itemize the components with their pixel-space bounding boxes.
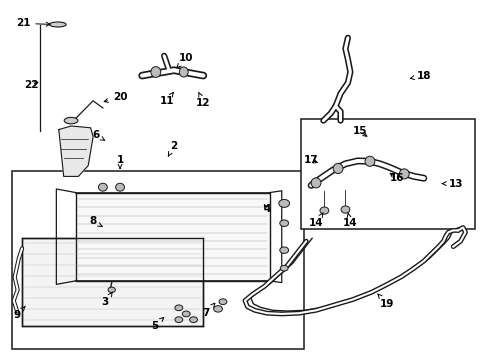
Ellipse shape <box>98 183 107 191</box>
Ellipse shape <box>182 311 190 317</box>
Text: 9: 9 <box>14 306 25 320</box>
Text: 1: 1 <box>117 155 123 168</box>
Ellipse shape <box>190 317 197 323</box>
Ellipse shape <box>64 117 78 124</box>
Ellipse shape <box>175 305 183 311</box>
Text: 22: 22 <box>24 80 39 90</box>
Ellipse shape <box>175 317 183 323</box>
Text: 3: 3 <box>102 292 112 307</box>
Text: 4: 4 <box>263 204 271 214</box>
Ellipse shape <box>179 67 188 77</box>
Ellipse shape <box>280 265 288 271</box>
Text: 18: 18 <box>411 71 431 81</box>
Text: 11: 11 <box>159 93 174 106</box>
Ellipse shape <box>280 247 289 253</box>
Ellipse shape <box>399 169 409 179</box>
Ellipse shape <box>214 306 222 312</box>
Ellipse shape <box>365 156 375 166</box>
Ellipse shape <box>320 207 329 214</box>
Text: 2: 2 <box>168 141 177 156</box>
Ellipse shape <box>341 206 350 213</box>
Bar <box>301 119 475 229</box>
Bar <box>76 193 270 281</box>
Text: 7: 7 <box>202 303 215 318</box>
Bar <box>12 171 304 349</box>
Text: 10: 10 <box>177 53 194 68</box>
Ellipse shape <box>116 183 124 191</box>
Ellipse shape <box>279 199 290 207</box>
Text: 14: 14 <box>343 213 358 228</box>
Ellipse shape <box>280 220 289 226</box>
Text: 16: 16 <box>390 173 404 183</box>
Text: 14: 14 <box>309 213 323 228</box>
Text: 8: 8 <box>90 216 102 226</box>
Polygon shape <box>59 126 93 176</box>
Ellipse shape <box>219 299 227 305</box>
Text: 20: 20 <box>104 92 127 102</box>
Text: 17: 17 <box>304 155 318 165</box>
Bar <box>22 238 203 326</box>
Ellipse shape <box>311 178 321 188</box>
Ellipse shape <box>333 163 343 174</box>
Text: 19: 19 <box>378 294 394 309</box>
Text: 15: 15 <box>353 126 368 136</box>
Ellipse shape <box>49 22 66 27</box>
Ellipse shape <box>108 287 116 292</box>
Text: 6: 6 <box>92 130 105 140</box>
Ellipse shape <box>151 67 161 77</box>
Text: 21: 21 <box>16 18 50 28</box>
Text: 12: 12 <box>196 92 211 108</box>
Text: 5: 5 <box>151 318 164 331</box>
Text: 13: 13 <box>442 179 463 189</box>
